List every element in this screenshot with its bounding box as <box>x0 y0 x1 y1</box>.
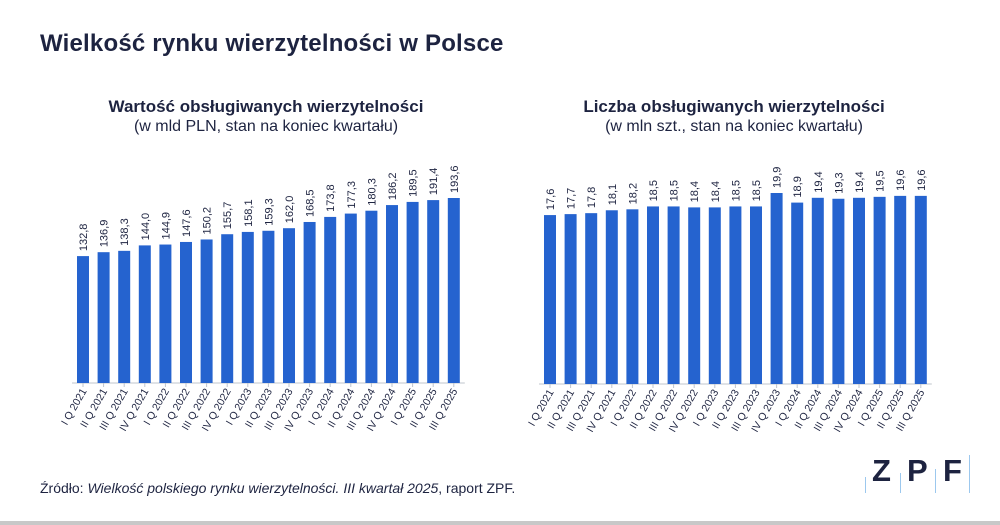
bar <box>324 216 337 383</box>
value-label: 17,8 <box>586 187 598 208</box>
bar <box>344 213 357 383</box>
bar <box>118 250 131 383</box>
bar <box>626 209 639 384</box>
right-chart-subtitle: (w mln szt., stan na koniec kwartału) <box>605 118 863 135</box>
value-label: 136,9 <box>99 220 111 248</box>
bar <box>447 198 460 383</box>
value-label: 17,7 <box>566 188 578 209</box>
bar <box>77 256 89 383</box>
bar <box>811 197 824 384</box>
value-label: 18,4 <box>689 181 701 202</box>
value-label: 19,6 <box>895 169 907 190</box>
bar <box>544 215 556 384</box>
value-label: 18,9 <box>792 176 804 197</box>
value-label: 19,4 <box>813 171 825 192</box>
bar <box>688 207 701 384</box>
bar <box>729 206 742 384</box>
bar <box>750 206 762 384</box>
value-label: 155,7 <box>222 202 234 230</box>
value-label: 18,1 <box>607 184 619 205</box>
bar <box>138 245 151 383</box>
bar <box>708 207 721 384</box>
bar <box>97 252 110 383</box>
bar <box>427 200 440 383</box>
bar <box>564 214 577 384</box>
value-label: 158,1 <box>243 199 255 227</box>
bottom-border <box>0 521 1000 525</box>
value-label: 159,3 <box>263 198 275 226</box>
value-label: 18,5 <box>751 180 763 201</box>
bar <box>283 228 295 383</box>
value-label: 18,5 <box>730 180 742 201</box>
right-chart-heading: Liczba obsługiwanych wierzytelności (w m… <box>514 97 954 136</box>
bar <box>241 231 254 383</box>
value-label: 19,5 <box>875 170 887 191</box>
bar <box>667 206 680 384</box>
bar <box>262 230 275 383</box>
value-label: 168,5 <box>305 189 317 217</box>
value-label: 177,3 <box>346 181 358 209</box>
bar <box>303 221 316 383</box>
bar <box>221 234 234 383</box>
bar <box>605 210 618 384</box>
bar <box>791 202 804 384</box>
bar <box>873 196 886 384</box>
bar <box>406 201 419 383</box>
bar <box>832 198 845 384</box>
value-label: 173,8 <box>325 184 337 212</box>
left-chart-heading: Wartość obsługiwanych wierzytelności (w … <box>46 97 486 136</box>
left-chart-title: Wartość obsługiwanych wierzytelności <box>108 97 424 116</box>
value-label: 18,5 <box>669 180 681 201</box>
value-label: 18,5 <box>648 180 660 201</box>
value-label: 147,6 <box>181 209 193 237</box>
value-label: 144,9 <box>160 212 172 240</box>
bar <box>914 195 927 384</box>
bar <box>200 239 213 383</box>
bar <box>180 241 192 383</box>
value-label: 191,4 <box>428 168 440 196</box>
bar <box>647 206 659 384</box>
bar <box>585 213 598 384</box>
bar <box>159 244 172 383</box>
source-note: Źródło: Wielkość polskiego rynku wierzyt… <box>40 480 516 496</box>
bar <box>386 205 398 383</box>
bar <box>853 197 865 384</box>
right-chart-title: Liczba obsługiwanych wierzytelności <box>583 97 885 116</box>
value-label: 18,2 <box>627 183 639 204</box>
bar <box>894 195 907 384</box>
value-label: 150,2 <box>202 207 214 235</box>
value-label: 19,9 <box>772 167 784 188</box>
value-label: 19,3 <box>833 172 845 193</box>
left-chart-subtitle: (w mld PLN, stan na koniec kwartału) <box>133 118 399 135</box>
value-label: 193,6 <box>449 165 461 193</box>
value-label: 186,2 <box>387 173 399 201</box>
zpf-logo: Z P F <box>862 453 972 495</box>
value-label: 132,8 <box>78 224 90 252</box>
page-title: Wielkość rynku wierzytelności w Polsce <box>40 30 504 57</box>
value-label: 180,3 <box>366 178 378 206</box>
value-label: 189,5 <box>408 169 420 197</box>
bar <box>365 210 378 383</box>
value-label: 19,6 <box>916 169 928 190</box>
source-report-title: Wielkość polskiego rynku wierzytelności.… <box>87 480 439 496</box>
value-label: 162,0 <box>284 196 296 224</box>
value-label: 138,3 <box>119 218 131 246</box>
value-label: 19,4 <box>854 171 866 192</box>
bar <box>770 193 783 384</box>
value-label: 144,0 <box>140 213 152 241</box>
value-label: 18,4 <box>710 181 722 202</box>
value-label: 17,6 <box>545 189 557 210</box>
